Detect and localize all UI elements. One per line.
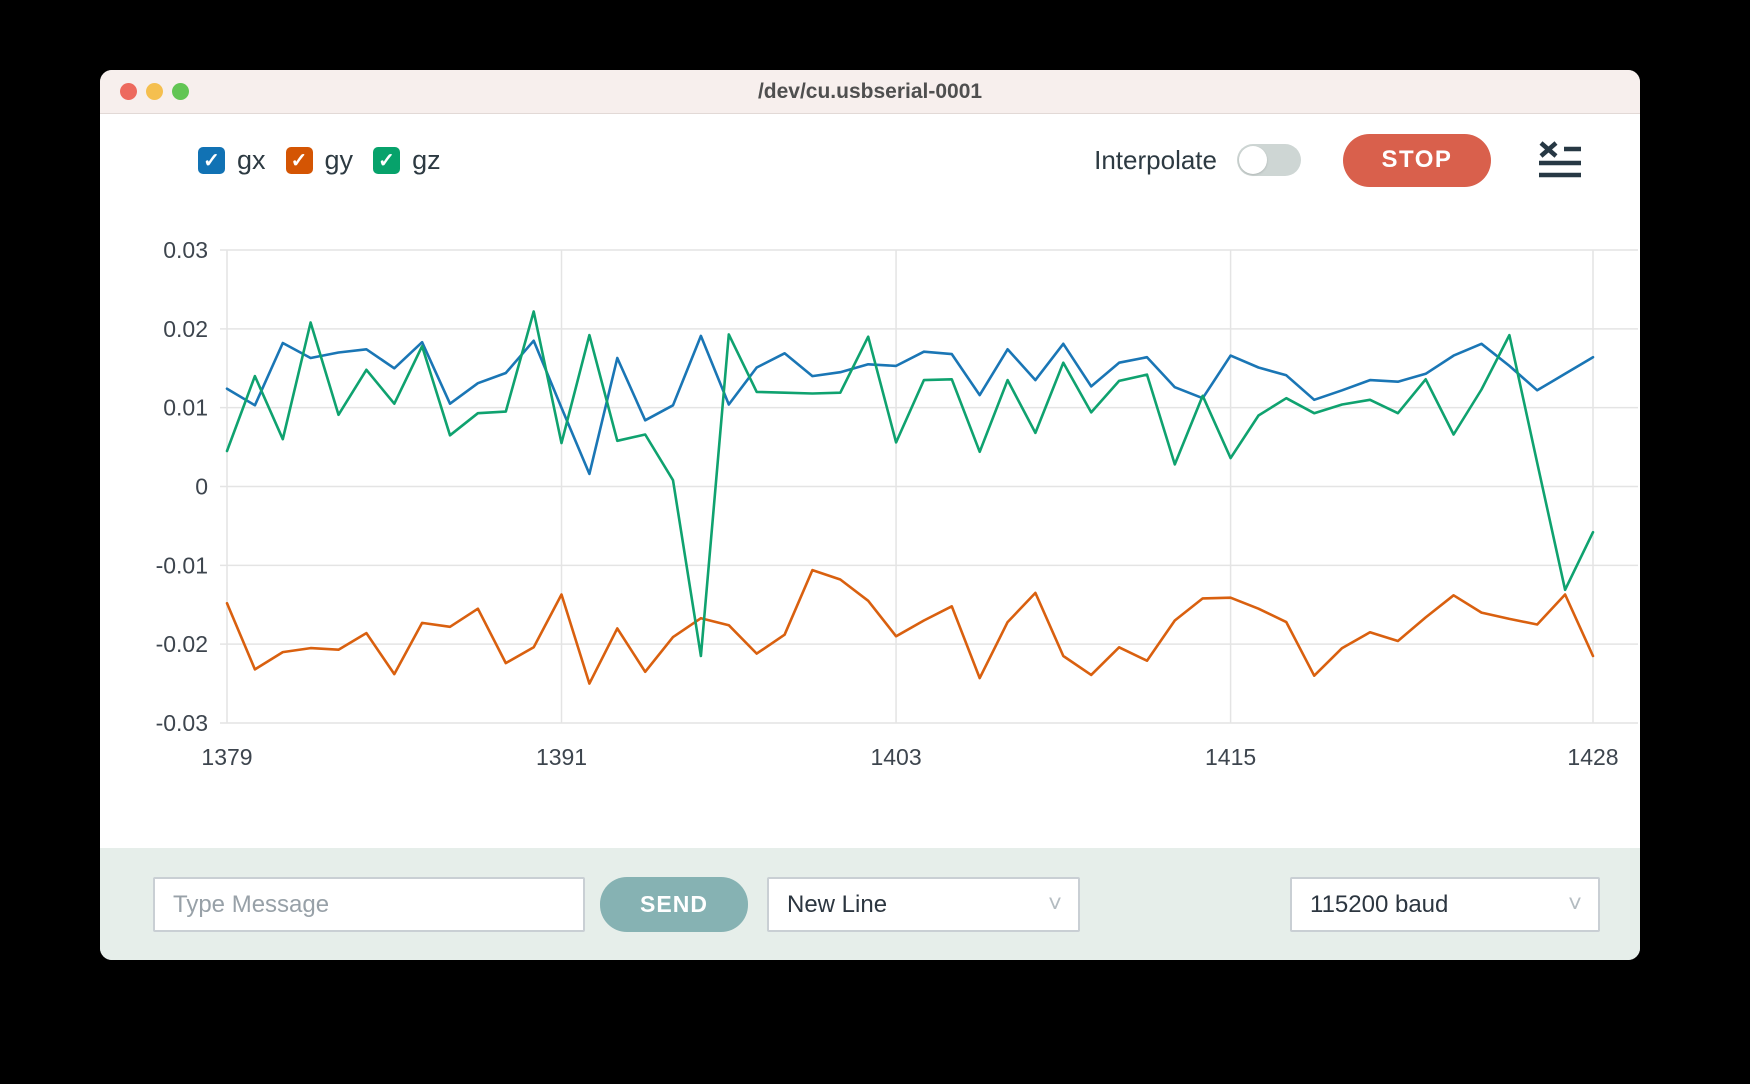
checkbox-gz[interactable]: ✓: [373, 146, 401, 174]
clear-log-icon[interactable]: [1537, 139, 1583, 181]
maximize-button[interactable]: [172, 83, 189, 100]
app-window: /dev/cu.usbserial-0001 ✓ gx ✓ gy ✓ gz In…: [100, 70, 1640, 960]
legend-item-gz[interactable]: ✓ gz: [373, 145, 441, 176]
interpolate-label: Interpolate: [1094, 144, 1217, 175]
line-ending-select[interactable]: New Line ˅: [767, 877, 1080, 932]
toolbar: ✓ gx ✓ gy ✓ gz Interpolate STOP: [100, 128, 1640, 192]
send-button[interactable]: SEND: [600, 877, 748, 932]
line-ending-value: New Line: [787, 890, 888, 918]
window-title: /dev/cu.usbserial-0001: [757, 80, 983, 103]
interpolate-toggle[interactable]: [1237, 144, 1301, 176]
toggle-knob: [1239, 146, 1267, 174]
message-bar: SEND New Line ˅ 115200 baud ˅: [100, 848, 1640, 960]
stop-button[interactable]: STOP: [1343, 133, 1491, 187]
minimize-button[interactable]: [146, 83, 163, 100]
legend-label-gx: gx: [237, 144, 266, 175]
toolbar-controls: Interpolate STOP: [1094, 133, 1583, 187]
svg-text:1403: 1403: [870, 744, 921, 770]
svg-text:0.01: 0.01: [163, 395, 208, 421]
baud-rate-value: 115200 baud: [1310, 890, 1449, 918]
svg-text:0.02: 0.02: [163, 316, 208, 342]
svg-text:1391: 1391: [536, 744, 587, 770]
svg-text:1428: 1428: [1567, 744, 1618, 770]
svg-text:1415: 1415: [1205, 744, 1256, 770]
legend-item-gx[interactable]: ✓ gx: [198, 145, 266, 176]
chart-legend: ✓ gx ✓ gy ✓ gz: [198, 145, 441, 176]
svg-text:0.03: 0.03: [163, 237, 208, 263]
legend-label-gy: gy: [324, 144, 354, 175]
legend-label-gz: gz: [412, 144, 441, 175]
message-input[interactable]: [153, 877, 585, 932]
chart: 0.03 0.02 0.01 0 -0.01 -0.02 -0.03 1379 1391 1403…: [156, 237, 1638, 770]
svg-text:-0.02: -0.02: [156, 631, 208, 657]
svg-text:1379: 1379: [201, 744, 252, 770]
svg-text:-0.03: -0.03: [156, 710, 208, 736]
svg-text:-0.01: -0.01: [156, 552, 208, 578]
chevron-down-icon: ˅: [1047, 890, 1062, 918]
chevron-down-icon: ˅: [1567, 890, 1582, 918]
title-bar: /dev/cu.usbserial-0001: [100, 70, 1640, 114]
checkbox-gx[interactable]: ✓: [198, 146, 225, 174]
close-button[interactable]: [120, 83, 137, 100]
baud-rate-select[interactable]: 115200 baud ˅: [1290, 877, 1600, 932]
checkbox-gy[interactable]: ✓: [285, 146, 313, 174]
traffic-lights: [120, 83, 189, 100]
legend-item-gy[interactable]: ✓ gy: [285, 144, 354, 176]
svg-text:0: 0: [195, 474, 208, 500]
